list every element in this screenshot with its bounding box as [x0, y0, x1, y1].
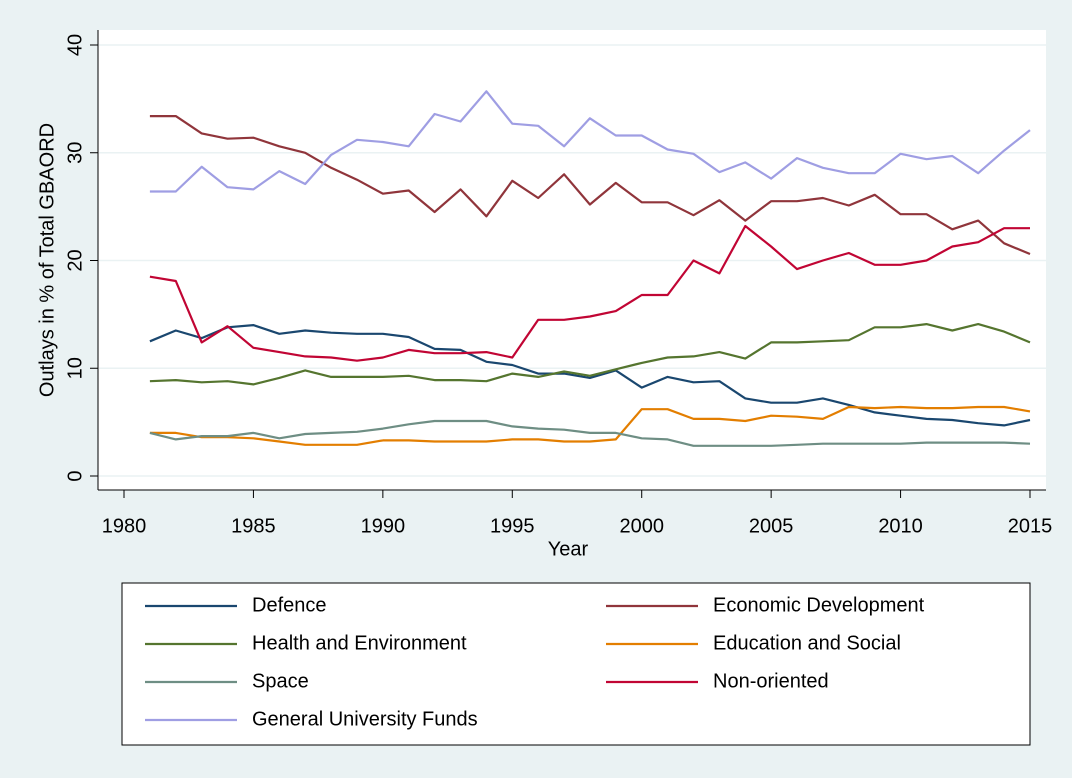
legend-label: Defence: [252, 594, 327, 616]
legend-label: Non-oriented: [713, 670, 829, 692]
x-tick-label: 2000: [619, 515, 664, 537]
x-tick-label: 2015: [1008, 515, 1053, 537]
legend: [121, 582, 1031, 746]
legend-label: Health and Environment: [252, 632, 467, 654]
series-line: [149, 115, 1031, 256]
x-tick-label: 1980: [102, 515, 147, 537]
y-tick-label: 40: [64, 34, 86, 56]
series-line: [149, 323, 1031, 386]
series-line: [149, 324, 1031, 427]
x-tick-label: 1985: [231, 515, 276, 537]
y-tick-label: 30: [64, 142, 86, 164]
series-line: [149, 224, 1030, 362]
legend-label: Education and Social: [713, 632, 901, 654]
series-line: [149, 90, 1031, 193]
series-line: [149, 405, 1031, 446]
y-axis-title: Outlays in % of Total GBAORD: [36, 123, 58, 397]
y-tick-label: 0: [64, 470, 86, 481]
legend-label: Economic Development: [713, 594, 925, 616]
x-tick-label: 2010: [878, 515, 923, 537]
y-tick-label: 20: [64, 249, 86, 271]
series-line: [149, 419, 1031, 447]
x-tick-label: 1995: [490, 515, 535, 537]
y-tick-label: 10: [64, 357, 86, 379]
x-tick-label: 2005: [749, 515, 794, 537]
legend-label: Space: [252, 670, 309, 692]
legend-label: General University Funds: [252, 708, 478, 730]
x-axis-title: Year: [548, 538, 589, 560]
x-tick-label: 1990: [361, 515, 406, 537]
